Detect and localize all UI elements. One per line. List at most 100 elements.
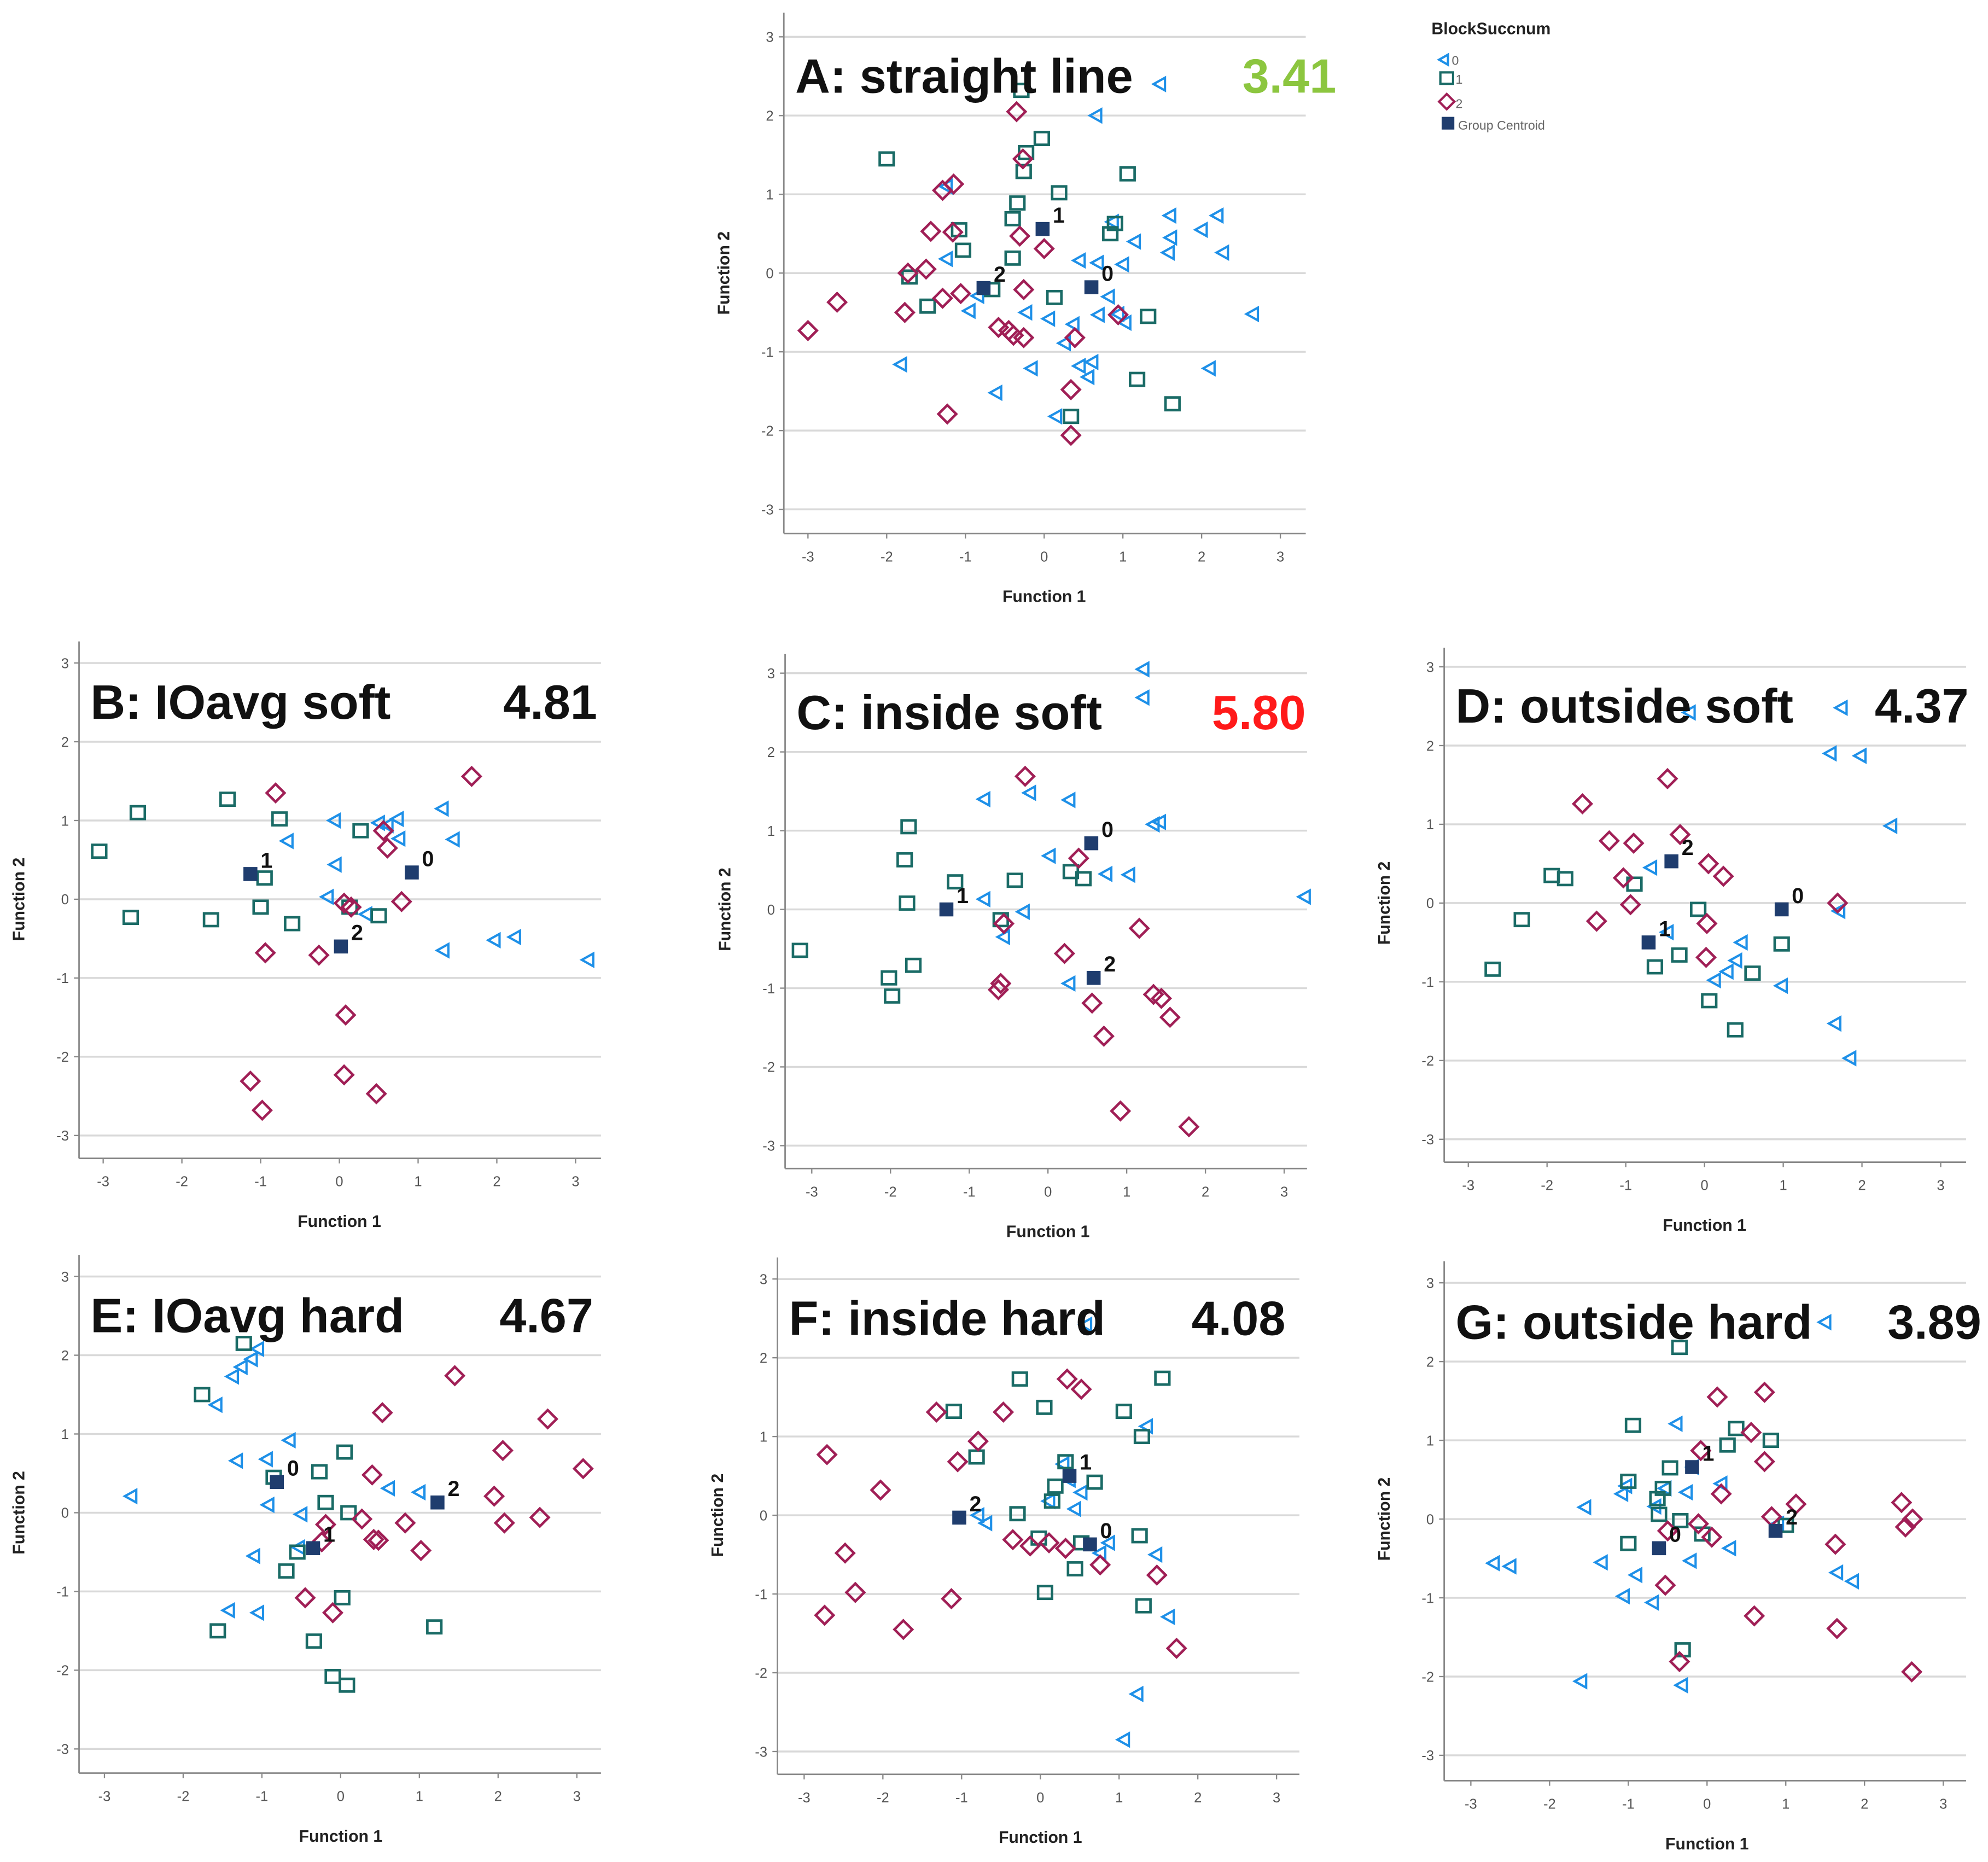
point-group-2 [993, 912, 1015, 934]
y-tick-label: 0 [766, 266, 773, 282]
point-group-2 [314, 1514, 337, 1535]
point-group-1 [426, 1619, 443, 1635]
x-tick-label: 1 [1779, 1178, 1787, 1194]
point-group-0 [327, 856, 342, 873]
panel-score: 4.67 [499, 1289, 593, 1343]
point-group-2 [1107, 304, 1129, 326]
group-centroid-2 [430, 1495, 445, 1510]
y-tick-label: 1 [766, 188, 773, 203]
point-group-2 [1081, 992, 1103, 1014]
y-tick-label: -2 [1421, 1054, 1434, 1069]
point-group-1 [884, 988, 901, 1004]
y-tick-label: -1 [56, 971, 69, 986]
point-group-1 [1140, 309, 1157, 324]
point-group-2 [915, 258, 937, 280]
x-tick-label: -3 [98, 1789, 111, 1805]
point-group-1 [1728, 1421, 1745, 1436]
point-group-0 [1673, 1677, 1688, 1694]
point-group-1 [1043, 1493, 1060, 1509]
x-tick-label: -3 [1462, 1178, 1474, 1194]
point-group-1 [305, 1633, 322, 1649]
point-group-1 [311, 1464, 328, 1480]
point-group-0 [1147, 1546, 1163, 1563]
x-tick-label: 2 [1194, 1790, 1202, 1806]
x-tick-label: 3 [1273, 1790, 1280, 1806]
y-tick-label: 1 [760, 1429, 767, 1445]
point-group-0 [292, 1506, 308, 1523]
y-axis-label: Function 2 [10, 858, 28, 941]
point-group-1 [791, 942, 808, 958]
point-group-2 [340, 896, 362, 918]
point-group-0 [1682, 1552, 1697, 1569]
y-tick-label: -2 [761, 423, 774, 439]
point-group-1 [1671, 1340, 1688, 1355]
point-group-1 [1033, 131, 1050, 146]
point-group-1 [1086, 1474, 1103, 1490]
point-group-2 [1744, 1605, 1765, 1627]
y-tick-label: 1 [61, 813, 69, 829]
point-group-0 [1822, 745, 1837, 762]
point-group-1 [91, 843, 108, 859]
point-group-2 [967, 1430, 989, 1452]
point-group-2 [1706, 1386, 1728, 1408]
legend-item-centroid: Group Centroid [1441, 117, 1545, 132]
point-group-2 [1053, 942, 1075, 964]
point-group-0 [1161, 207, 1176, 224]
point-group-2 [335, 1004, 357, 1026]
x-axis-label: Function 1 [298, 1213, 381, 1231]
point-group-0 [1071, 252, 1086, 269]
point-group-1 [1102, 226, 1119, 242]
x-tick-label: 0 [1044, 1184, 1052, 1200]
y-tick-label: -1 [1421, 975, 1434, 990]
point-group-1 [1484, 961, 1501, 977]
y-tick-label: -1 [56, 1585, 69, 1600]
x-tick-label: -3 [798, 1790, 811, 1806]
y-tick-label: 2 [766, 109, 773, 124]
group-centroid-0 [1084, 836, 1099, 851]
x-axis-label: Function 1 [1663, 1217, 1746, 1235]
point-group-1 [209, 1623, 226, 1639]
point-group-0 [281, 1432, 296, 1449]
point-group-0 [410, 1483, 426, 1501]
point-group-1 [1646, 959, 1664, 975]
point-group-0 [1100, 288, 1115, 305]
point-group-2 [870, 1479, 891, 1501]
point-group-0 [1089, 254, 1104, 271]
group-centroid-1 [1035, 222, 1050, 236]
point-group-0 [434, 800, 449, 817]
point-group-1 [1762, 1433, 1779, 1448]
group-centroid-0 [1084, 280, 1099, 294]
point-group-0 [1485, 1555, 1500, 1572]
point-group-1 [1773, 936, 1790, 952]
x-tick-label: 3 [1280, 1184, 1288, 1200]
y-tick-label: -2 [56, 1050, 69, 1065]
point-group-2 [1178, 1116, 1200, 1138]
point-group-0 [1114, 256, 1129, 273]
point-group-2 [1753, 1451, 1775, 1473]
point-group-2 [1089, 1554, 1111, 1576]
point-group-2 [1598, 830, 1620, 852]
panel-score: 4.08 [1192, 1291, 1286, 1345]
point-group-1 [1513, 912, 1530, 928]
point-group-0 [1100, 1534, 1115, 1551]
point-group-2 [1014, 765, 1036, 787]
point-group-2 [254, 942, 276, 964]
point-group-0 [1159, 1608, 1175, 1625]
centroid-label: 2 [1682, 836, 1694, 860]
x-tick-label: 0 [335, 1174, 343, 1190]
point-group-2 [943, 173, 965, 195]
point-group-2 [826, 291, 848, 313]
panel-title: G: outside hard [1456, 1295, 1812, 1349]
point-group-2 [897, 262, 919, 284]
point-group-2 [492, 1440, 514, 1462]
point-group-0 [975, 891, 990, 907]
x-tick-label: -2 [177, 1789, 190, 1805]
y-tick-label: -1 [755, 1587, 767, 1602]
panel-score: 3.41 [1243, 49, 1337, 103]
point-group-2 [990, 973, 1012, 994]
point-group-0 [122, 1488, 138, 1505]
point-group-1 [1057, 1454, 1074, 1470]
point-group-2 [1690, 1440, 1712, 1462]
point-group-0 [1773, 977, 1788, 994]
point-group-2 [376, 837, 398, 859]
